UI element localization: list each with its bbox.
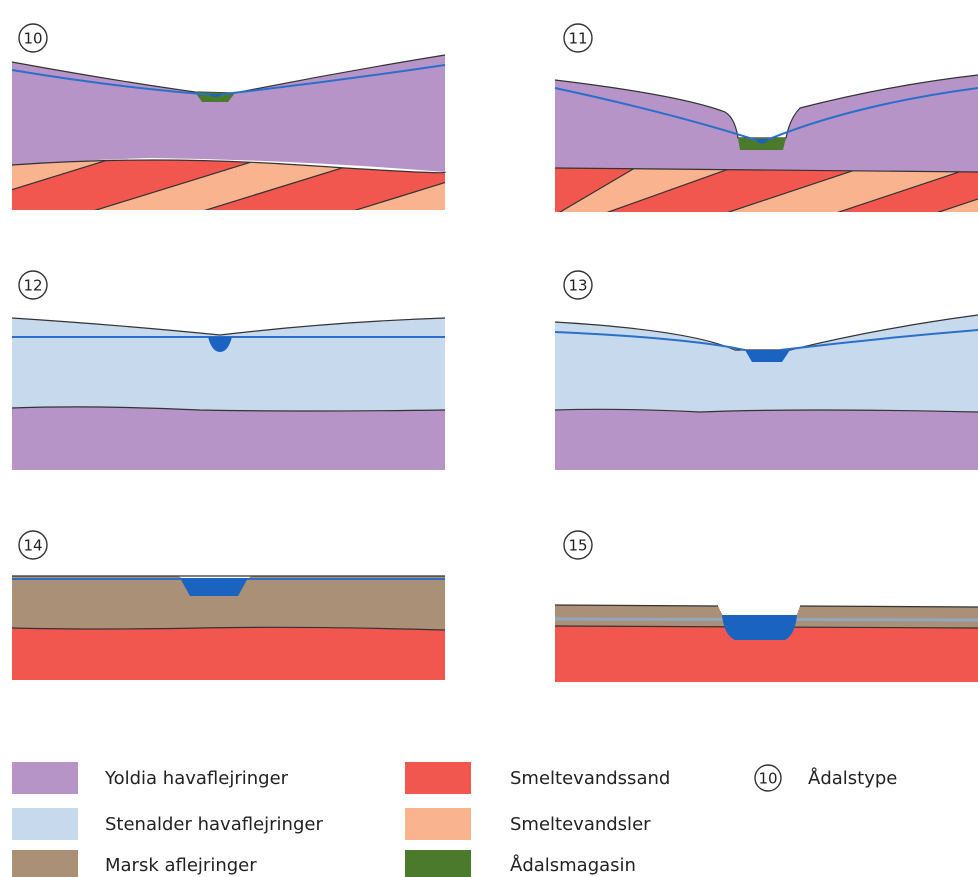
legend-swatch	[405, 850, 471, 877]
panel-13	[555, 315, 978, 470]
panel-number: 10	[23, 30, 42, 48]
legend-swatch	[405, 762, 471, 794]
legend: Yoldia havaflejringer Stenalder havaflej…	[12, 762, 897, 877]
legend-label: Yoldia havaflejringer	[104, 768, 289, 789]
diagram: 10 11 12 13 14 15 Yoldia havaflejringer …	[0, 0, 978, 877]
panel-number: 12	[23, 277, 42, 295]
panel-number: 15	[568, 537, 587, 555]
legend-label: Smeltevandssand	[510, 768, 670, 789]
panel-14	[12, 576, 445, 680]
key-label: Ådalstype	[808, 767, 897, 789]
legend-label: Marsk aflejringer	[105, 855, 257, 876]
panel-number: 11	[568, 30, 587, 48]
key-symbol: 10	[758, 770, 777, 788]
legend-swatch	[12, 850, 78, 877]
legend-swatch	[12, 808, 78, 840]
panel-number: 14	[23, 537, 42, 555]
legend-label: Ådalsmagasin	[510, 854, 636, 876]
legend-label: Stenalder havaflejringer	[105, 814, 323, 835]
legend-label: Smeltevandsler	[510, 814, 651, 835]
legend-swatch	[405, 808, 471, 840]
panel-12	[12, 318, 445, 470]
legend-swatch	[12, 762, 78, 794]
panel-number: 13	[568, 277, 587, 295]
panel-11	[555, 75, 978, 215]
panel-15	[555, 605, 978, 682]
